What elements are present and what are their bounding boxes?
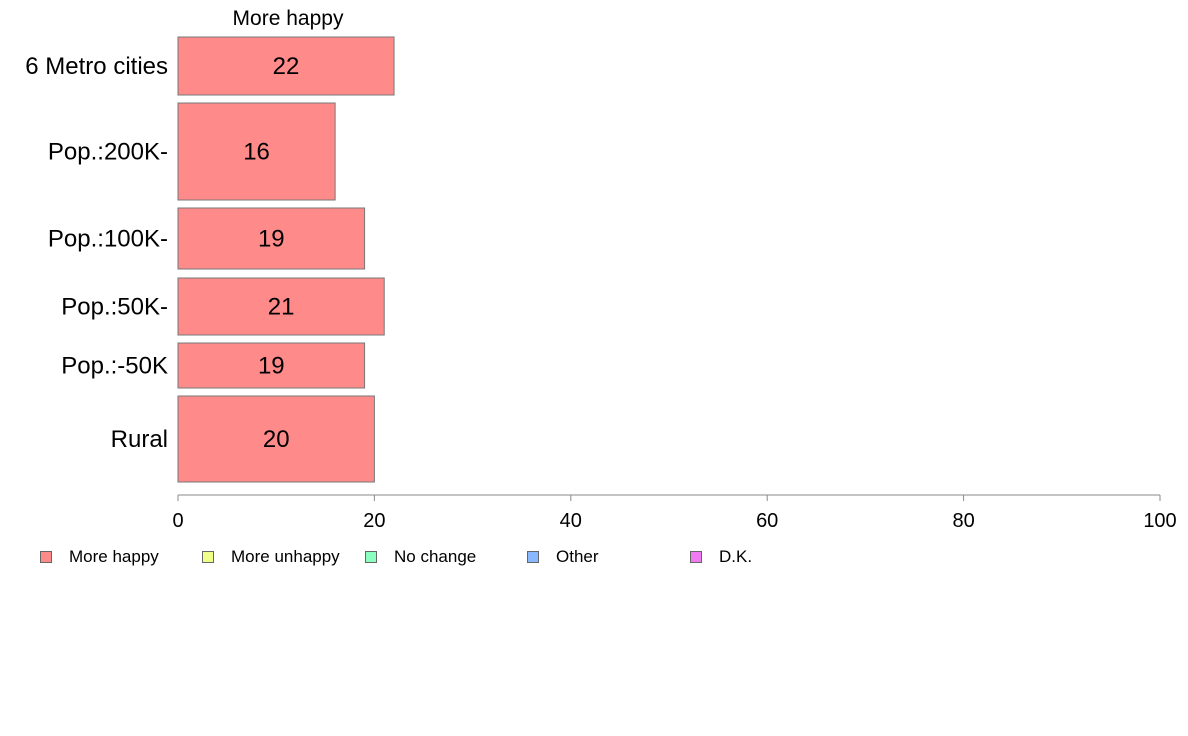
x-tick-label: 100 <box>1143 510 1176 532</box>
x-axis: 0 20 40 60 80 100 <box>172 494 1177 532</box>
bar <box>177 207 366 270</box>
series-header-label: More happy <box>233 7 344 30</box>
x-tick-label: 0 <box>172 510 183 532</box>
bar <box>177 342 366 389</box>
legend-label: More unhappy <box>231 547 340 566</box>
category-label: Pop.:50K- <box>61 294 168 321</box>
category-label: Pop.:100K- <box>48 226 168 253</box>
legend-swatch <box>527 551 539 563</box>
x-tick-label: 20 <box>363 510 385 532</box>
legend-label: More happy <box>69 547 159 566</box>
legend-label: D.K. <box>719 547 753 566</box>
bar-value-label: 19 <box>258 226 285 253</box>
bar <box>177 277 385 336</box>
legend-label: No change <box>394 547 477 566</box>
bar-value-label: 22 <box>273 53 300 80</box>
legend-item: D.K. <box>690 547 752 567</box>
bar-value-label: 21 <box>268 294 295 321</box>
legend-item: No change <box>365 547 476 567</box>
category-label: Pop.:-50K <box>61 353 168 380</box>
legend-swatch <box>202 551 214 563</box>
legend-swatch <box>690 551 702 563</box>
x-tick-label: 60 <box>756 510 778 532</box>
bar-group: 6 Metro cities 22 Pop.:200K- 16 Pop.:100K- 19… <box>25 36 395 483</box>
legend-item: More unhappy <box>202 547 340 567</box>
category-label: 6 Metro cities <box>25 53 168 80</box>
x-tick-label: 40 <box>560 510 582 532</box>
bar <box>177 395 375 483</box>
bar <box>177 102 336 201</box>
legend-item: More happy <box>40 547 159 567</box>
legend-swatch <box>365 551 377 563</box>
legend-swatch <box>40 551 52 563</box>
category-label: Rural <box>111 426 168 453</box>
legend-item: Other <box>527 547 599 567</box>
bar-value-label: 19 <box>258 353 285 380</box>
bar-value-label: 16 <box>243 139 270 166</box>
x-tick-label: 80 <box>952 510 974 532</box>
bar <box>177 36 395 96</box>
bar-value-label: 20 <box>263 426 290 453</box>
legend-label: Other <box>556 547 599 566</box>
category-label: Pop.:200K- <box>48 139 168 166</box>
